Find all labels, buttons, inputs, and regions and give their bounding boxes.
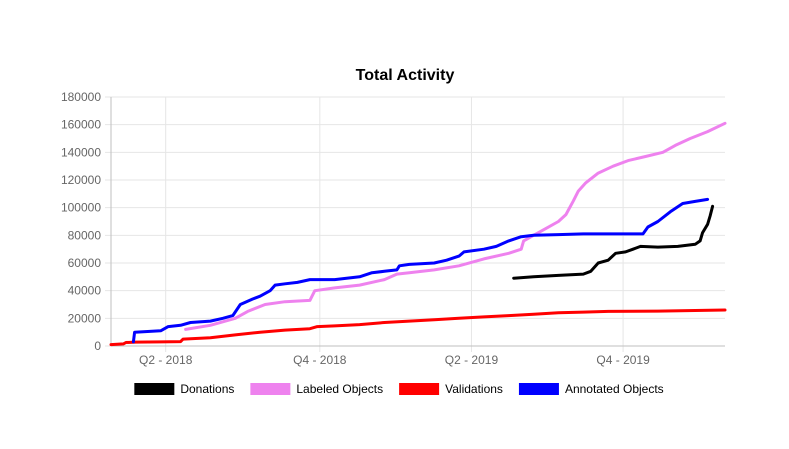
- legend-swatch: [134, 383, 175, 395]
- legend-item-donations[interactable]: Donations: [134, 382, 234, 396]
- legend-item-validations[interactable]: Validations: [399, 382, 503, 396]
- legend-swatch: [518, 383, 559, 395]
- chart-title: Total Activity: [356, 67, 455, 84]
- legend-item-labeled-objects[interactable]: Labeled Objects: [250, 382, 383, 396]
- legend[interactable]: Donations Labeled Objects Validations Annot…: [134, 382, 664, 396]
- legend-item-annotated-objects[interactable]: Annotated Objects: [518, 382, 664, 396]
- x-axis-tick-labels: Q2 - 2018 Q4 - 2018 Q2 - 2019 Q4 - 2019: [139, 353, 650, 367]
- y-tick-label: 20000: [68, 311, 102, 325]
- x-tick-label: Q2 - 2018: [139, 353, 193, 367]
- y-tick-label: 180000: [61, 90, 101, 104]
- series-line-annotated-objects: [131, 197, 710, 344]
- y-tick-label: 80000: [68, 228, 102, 242]
- legend-label: Donations: [180, 382, 234, 396]
- series-lines: [109, 121, 727, 347]
- legend-swatch: [250, 383, 291, 395]
- y-tick-label: 120000: [61, 173, 101, 187]
- y-tick-label: 140000: [61, 145, 101, 159]
- axes: [110, 97, 725, 347]
- legend-label: Validations: [445, 382, 503, 396]
- grid-lines: [105, 96, 725, 352]
- y-tick-label: 0: [94, 339, 101, 353]
- series-line-donations: [512, 204, 715, 280]
- y-tick-label: 60000: [68, 256, 102, 270]
- legend-label: Labeled Objects: [296, 382, 383, 396]
- series-line-labeled-objects: [184, 121, 727, 331]
- y-axis-tick-labels: 0 20000 40000 60000 80000 100000 120000 140000 1…: [61, 90, 101, 353]
- series-line-validations: [109, 308, 727, 347]
- x-tick-label: Q2 - 2019: [445, 353, 499, 367]
- y-tick-label: 40000: [68, 284, 102, 298]
- y-tick-label: 100000: [61, 201, 101, 215]
- x-tick-label: Q4 - 2019: [596, 353, 650, 367]
- x-tick-label: Q4 - 2018: [293, 353, 347, 367]
- y-tick-label: 160000: [61, 118, 101, 132]
- legend-swatch: [399, 383, 440, 395]
- legend-label: Annotated Objects: [565, 382, 664, 396]
